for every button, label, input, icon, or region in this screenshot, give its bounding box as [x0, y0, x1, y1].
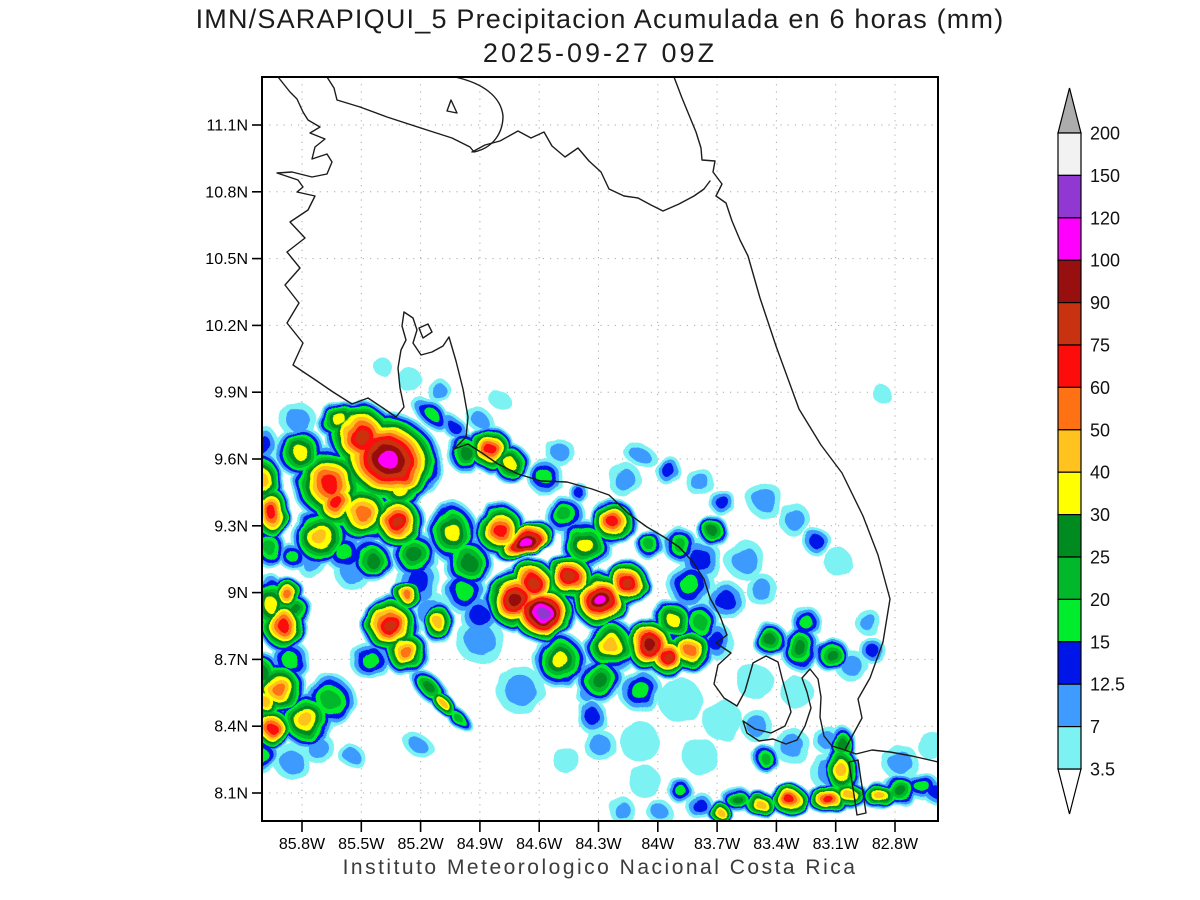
colorbar-label: 120 — [1090, 208, 1120, 228]
colorbar-label: 50 — [1090, 420, 1110, 440]
x-axis-label: 83.1W — [813, 836, 860, 853]
colorbar-over-arrow — [1057, 87, 1082, 134]
y-axis-label: 10.8N — [205, 184, 248, 201]
x-axis-label: 85.2W — [397, 836, 444, 853]
coastlines — [276, 77, 938, 816]
colorbar-label: 60 — [1090, 378, 1110, 398]
colorbar-label: 15 — [1090, 632, 1110, 652]
colorbar-swatch — [1057, 556, 1082, 601]
x-axis-label: 84.9W — [457, 836, 504, 853]
colorbar-swatch — [1057, 302, 1082, 346]
coastline-path — [276, 77, 846, 751]
x-axis-label: 85.5W — [338, 836, 385, 853]
coastline-path — [326, 77, 475, 153]
coastline-path — [418, 323, 433, 339]
coastline-path — [673, 77, 938, 763]
x-axis-label: 83.7W — [694, 836, 741, 853]
colorbar-swatch — [1057, 132, 1082, 177]
colorbar-swatch — [1057, 217, 1082, 261]
colorbar: 200 150 120 100 90 75 60 50 40 30 25 20 15 12.5 7 3.5 — [1057, 87, 1125, 815]
colorbar-swatch — [1057, 641, 1082, 685]
x-axis-label: 84W — [641, 836, 675, 853]
x-axis-label: 82.8W — [872, 836, 919, 853]
colorbar-swatch — [1057, 683, 1082, 728]
colorbar-label: 20 — [1090, 590, 1110, 610]
colorbar-swatch — [1057, 598, 1082, 643]
y-axis-label: 8.4N — [214, 719, 248, 736]
y-axis-label: 10.2N — [205, 318, 248, 335]
y-axis-label: 9N — [228, 585, 248, 602]
title-block: IMN/SARAPIQUI_5 Precipitacion Acumulada … — [0, 4, 1200, 69]
map-frame — [261, 76, 939, 822]
coastline-path — [471, 130, 711, 212]
coastline-path — [454, 77, 504, 153]
colorbar-label: 12.5 — [1090, 675, 1125, 695]
colorbar-label: 100 — [1090, 251, 1120, 271]
y-axis-label: 8.1N — [214, 786, 248, 803]
colorbar-label: 150 — [1090, 166, 1120, 186]
colorbar-swatch — [1057, 344, 1082, 389]
coastline-path — [446, 99, 458, 114]
colorbar-swatch — [1057, 513, 1082, 558]
colorbar-swatch — [1057, 174, 1082, 219]
x-axis-label: 84.3W — [575, 836, 622, 853]
colorbar-label: 30 — [1090, 505, 1110, 525]
colorbar-under-arrow — [1057, 768, 1082, 815]
y-axis-label: 10.5N — [205, 251, 248, 268]
x-axis-label: 84.6W — [516, 836, 563, 853]
colorbar-swatch — [1057, 725, 1082, 770]
precipitation-field — [262, 358, 938, 821]
colorbar-label: 75 — [1090, 336, 1110, 356]
colorbar-swatch — [1057, 386, 1082, 431]
colorbar-swatch — [1057, 259, 1082, 304]
y-axis-label: 9.3N — [214, 518, 248, 535]
y-axis-label: 11.1N — [206, 118, 248, 135]
colorbar-label: 25 — [1090, 548, 1110, 568]
colorbar-label: 90 — [1090, 293, 1110, 313]
x-axis-label: 85.8W — [279, 836, 326, 853]
colorbar-swatch — [1057, 471, 1082, 516]
colorbar-swatch — [1057, 429, 1082, 473]
colorbar-label: 3.5 — [1090, 760, 1115, 780]
coastline-path — [848, 759, 867, 816]
y-axis-label: 9.6N — [214, 452, 248, 469]
colorbar-label: 40 — [1090, 463, 1110, 483]
axes: 11.1N 10.8N 10.5N 10.2N 9.9N 9.6N 9.3N 9N 8.7N 8.… — [205, 76, 939, 853]
chart-title: IMN/SARAPIQUI_5 Precipitacion Acumulada … — [195, 4, 1005, 34]
x-axis-label: 83.4W — [753, 836, 800, 853]
colorbar-label: 7 — [1090, 717, 1100, 737]
y-axis-label: 8.7N — [214, 652, 248, 669]
chart-subtitle-datetime: 2025-09-27 09Z — [482, 38, 718, 68]
footer-attribution: Instituto Meteorologico Nacional Costa R… — [342, 856, 858, 879]
y-axis-label: 9.9N — [214, 385, 248, 402]
colorbar-label: 200 — [1090, 124, 1120, 144]
